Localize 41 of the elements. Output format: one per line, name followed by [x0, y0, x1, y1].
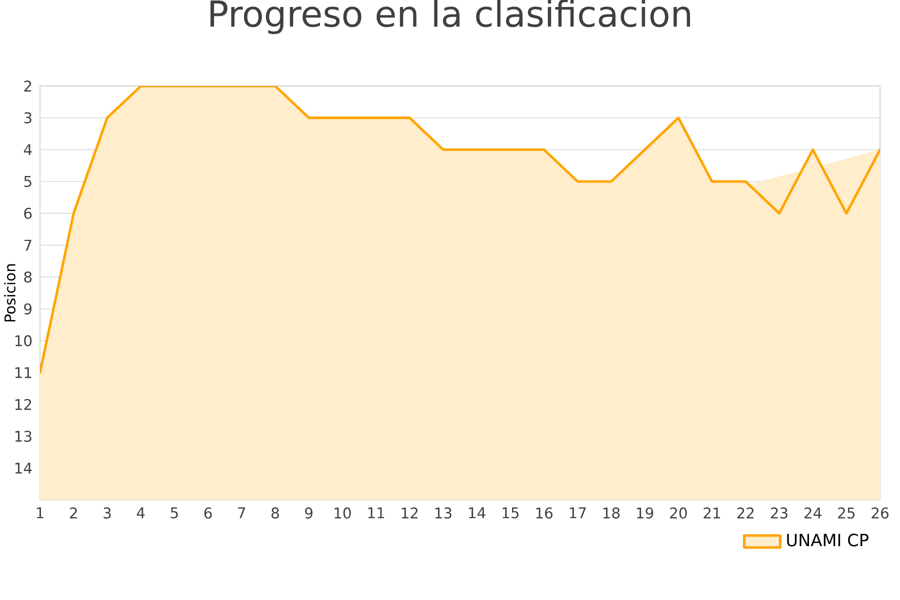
x-tick-label: 13	[435, 507, 452, 519]
x-tick-label: 23	[770, 507, 788, 519]
x-tick-label: 19	[637, 507, 654, 519]
legend-label: UNAMI CP	[787, 534, 868, 546]
x-tick-label: 15	[502, 507, 519, 518]
x-tick-label: 20	[670, 507, 687, 519]
x-tick-label: 3	[104, 507, 111, 519]
x-tick-label: 16	[536, 507, 552, 519]
x-tick-label: 7	[238, 507, 246, 518]
x-tick-label: 5	[170, 507, 178, 518]
x-tick-label: 21	[704, 507, 720, 518]
x-tick-label: 8	[272, 507, 279, 519]
y-tick-label: 10	[15, 335, 32, 346]
x-tick-label: 25	[838, 507, 855, 519]
y-tick-label: 4	[24, 144, 32, 156]
y-tick-label: 11	[15, 367, 32, 378]
y-tick-label: 13	[15, 430, 32, 442]
x-tick-label: 14	[469, 507, 486, 518]
x-tick-label: 10	[334, 507, 351, 519]
x-tick-label: 12	[402, 507, 418, 518]
y-tick-label: 3	[24, 112, 32, 124]
x-tick-label: 22	[737, 507, 754, 518]
x-tick-label: 17	[570, 507, 586, 518]
x-tick-label: 9	[305, 507, 312, 519]
x-tick-label: 26	[872, 507, 888, 519]
y-tick-label: 14	[15, 462, 32, 474]
y-tick-label: 9	[24, 303, 32, 314]
x-tick-label: 24	[804, 507, 822, 518]
y-tick-label: 8	[24, 271, 32, 283]
x-tick-label: 18	[603, 507, 620, 519]
x-tick-label: 4	[136, 507, 145, 518]
y-tick-label: 12	[15, 398, 32, 410]
y-tick-label: 6	[24, 208, 32, 219]
x-tick-label: 2	[70, 507, 77, 518]
x-tick-label: 1	[36, 507, 44, 518]
x-tick-label: 6	[204, 507, 212, 519]
y-axis-title: Posicion	[4, 264, 16, 322]
y-tick-label: 7	[24, 240, 32, 251]
y-tick-label: 2	[24, 80, 32, 92]
y-tick-label: 5	[24, 176, 32, 187]
x-tick-label: 11	[368, 507, 384, 518]
